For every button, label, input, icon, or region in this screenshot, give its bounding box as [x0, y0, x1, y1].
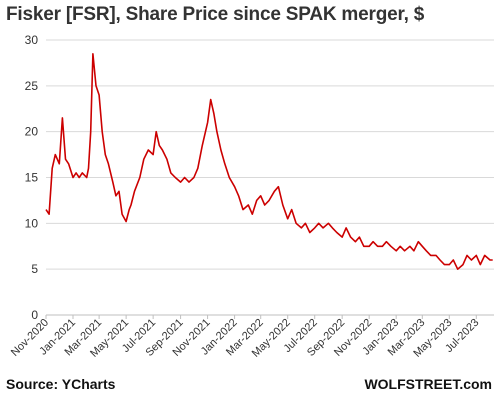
- y-tick-label: 20: [25, 125, 39, 139]
- y-tick-label: 25: [25, 79, 39, 93]
- y-tick-label: 0: [31, 308, 38, 322]
- y-tick-label: 30: [25, 33, 39, 47]
- chart-title: Fisker [FSR], Share Price since SPAK mer…: [6, 4, 425, 25]
- y-tick-label: 10: [25, 216, 39, 230]
- x-axis-tick-labels: Nov-2020Jan-2021Mar-2021May-2021Jul-2021…: [9, 315, 481, 360]
- y-tick-label: 5: [31, 262, 38, 276]
- price-line-series: [45, 53, 493, 270]
- y-tick-label: 15: [25, 171, 39, 185]
- gridlines: [46, 39, 494, 270]
- source-label: Source: YCharts: [6, 376, 116, 392]
- y-axis-tick-labels: 0 5 10 15 20 25 30: [25, 33, 39, 322]
- brand-label: WOLFSTREET.com: [364, 376, 492, 392]
